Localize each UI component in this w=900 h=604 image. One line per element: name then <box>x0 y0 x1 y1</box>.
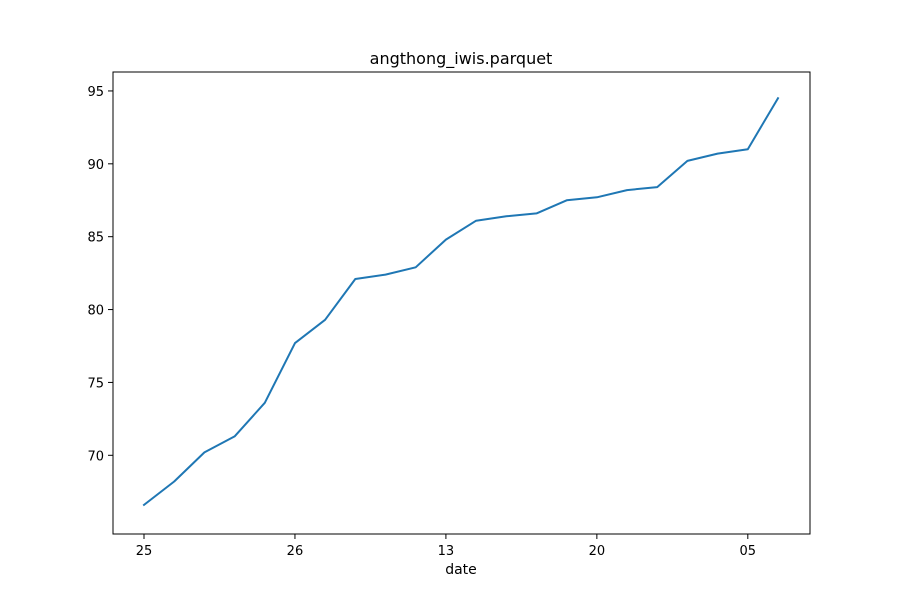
series-group <box>142 96 780 507</box>
x-tick-label: 05 <box>740 544 757 559</box>
y-tick-label: 90 <box>87 158 104 173</box>
x-tick-label: 13 <box>438 544 455 559</box>
x-axis-label: date <box>445 562 477 578</box>
x-tick-label: 20 <box>589 544 606 559</box>
x-tick-label: 25 <box>136 544 153 559</box>
y-tick-label: 70 <box>87 449 104 464</box>
y-tick-label: 75 <box>87 376 104 391</box>
series-line <box>142 96 780 507</box>
y-tick-label: 80 <box>87 304 104 319</box>
y-tick-label: 85 <box>87 231 104 246</box>
plot-area: 70 75 80 85 90 95 25 26 13 20 05 <box>87 71 811 559</box>
plot-frame <box>112 71 811 535</box>
x-axis: 25 26 13 20 05 <box>136 534 756 559</box>
y-tick-label: 95 <box>87 85 104 100</box>
y-axis: 70 75 80 85 90 95 <box>87 85 113 464</box>
chart-title: angthong_iwis.parquet <box>370 49 553 69</box>
x-tick-label: 26 <box>287 544 304 559</box>
